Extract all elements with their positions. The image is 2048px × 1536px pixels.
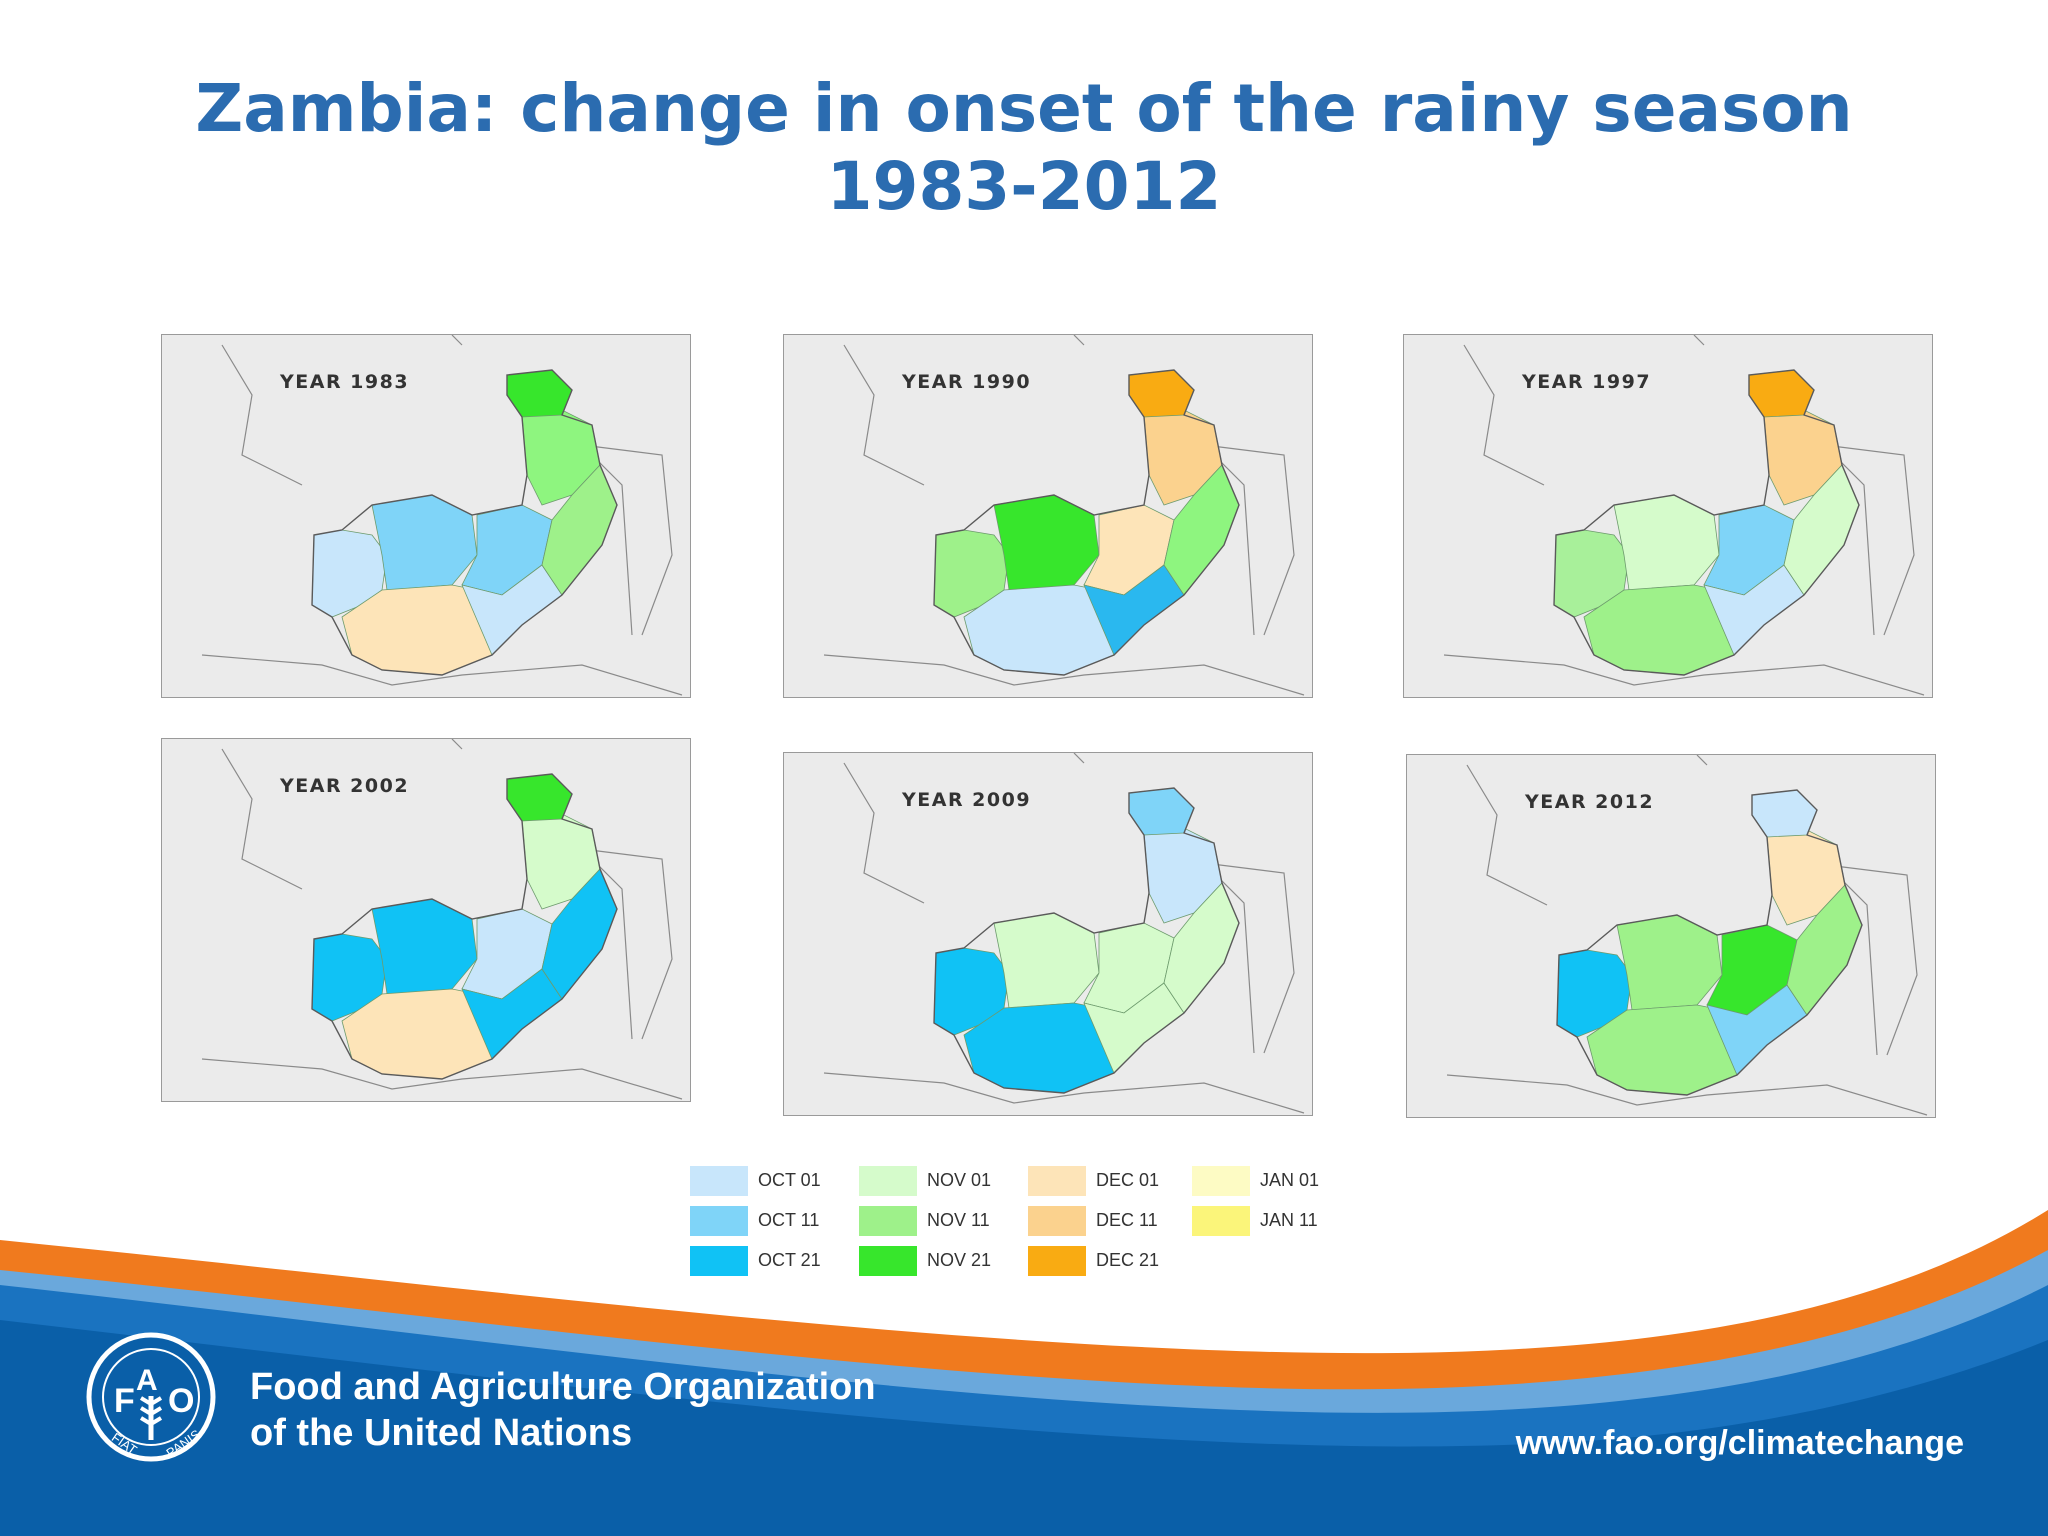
- neighbour-border: [843, 762, 925, 904]
- legend-swatch: [690, 1246, 748, 1276]
- neighbour-border: [1203, 862, 1295, 1054]
- neighbour-border: [581, 848, 673, 1040]
- logo-letter-a: A: [136, 1364, 158, 1397]
- zambia-map-2009: [823, 753, 1305, 1114]
- country-outline: [933, 787, 1240, 1094]
- logo-letter-f: F: [114, 1382, 135, 1420]
- neighbour-border: [843, 344, 925, 486]
- country-outline: [311, 369, 618, 676]
- map-year-label: YEAR 2009: [902, 789, 1032, 811]
- zambia-zones: [1553, 369, 1860, 676]
- legend-swatch: [1192, 1166, 1250, 1196]
- map-year-label: YEAR 1983: [280, 371, 410, 393]
- legend-swatch: [1028, 1166, 1086, 1196]
- legend-label: DEC 21: [1096, 1250, 1160, 1270]
- map-panel-1990: YEAR 1990: [783, 334, 1313, 698]
- map-panel-2002: YEAR 2002: [161, 738, 691, 1102]
- zambia-zones: [311, 369, 618, 676]
- map-year-label: YEAR 2002: [280, 775, 410, 797]
- zambia-zones: [311, 773, 618, 1080]
- page-title: Zambia: change in onset of the rainy sea…: [0, 70, 2048, 226]
- country-outline: [1556, 789, 1863, 1096]
- map-panel-1983: YEAR 1983: [161, 334, 691, 698]
- legend-swatch: [859, 1206, 917, 1236]
- legend-label: JAN 11: [1260, 1210, 1318, 1230]
- legend-label: JAN 01: [1260, 1170, 1320, 1190]
- title-line-1: Zambia: change in onset of the rainy sea…: [195, 70, 1853, 147]
- zambia-map-1983: [201, 335, 683, 696]
- map-year-label: YEAR 1997: [1522, 371, 1652, 393]
- neighbour-border: [1466, 764, 1548, 906]
- legend-label: DEC 11: [1096, 1210, 1158, 1230]
- legend-swatch: [859, 1166, 917, 1196]
- title-line-2: 1983-2012: [826, 148, 1222, 225]
- map-panel-2009: YEAR 2009: [783, 752, 1313, 1116]
- neighbour-border: [1446, 1074, 1928, 1116]
- neighbour-border: [221, 344, 303, 486]
- footer-wave: [0, 1210, 2048, 1536]
- fao-org-name: Food and Agriculture Organization of the…: [250, 1364, 876, 1456]
- zambia-map-1997: [1443, 335, 1925, 696]
- neighbour-border: [201, 1058, 683, 1100]
- neighbour-border: [1073, 753, 1085, 764]
- neighbour-border: [1826, 864, 1918, 1056]
- legend-label: NOV 21: [927, 1250, 992, 1270]
- legend-swatch: [859, 1246, 917, 1276]
- zambia-zones: [1556, 789, 1863, 1096]
- legend-label: OCT 21: [758, 1250, 821, 1270]
- neighbour-border: [823, 654, 1305, 696]
- legend-label: NOV 11: [927, 1210, 990, 1230]
- country-outline: [311, 773, 618, 1080]
- zambia-map-2002: [201, 739, 683, 1100]
- neighbour-border: [221, 748, 303, 890]
- neighbour-border: [581, 444, 673, 636]
- legend-label: DEC 01: [1096, 1170, 1160, 1190]
- zambia-zones: [933, 369, 1240, 676]
- neighbour-border: [1693, 335, 1705, 346]
- fao-logo: F A O FIAT PANIS: [86, 1332, 216, 1462]
- zambia-map-2012: [1446, 755, 1928, 1116]
- neighbour-border: [823, 1072, 1305, 1114]
- legend-label: OCT 01: [758, 1170, 821, 1190]
- legend-swatch: [1028, 1206, 1086, 1236]
- map-year-label: YEAR 2012: [1525, 791, 1655, 813]
- neighbour-border: [1203, 444, 1295, 636]
- neighbour-border: [1443, 654, 1925, 696]
- neighbour-border: [451, 335, 463, 346]
- neighbour-border: [1463, 344, 1545, 486]
- neighbour-border: [1073, 335, 1085, 346]
- neighbour-border: [1696, 755, 1708, 766]
- neighbour-border: [1823, 444, 1915, 636]
- fao-org-line-1: Food and Agriculture Organization: [250, 1366, 876, 1408]
- map-year-label: YEAR 1990: [902, 371, 1032, 393]
- zambia-map-1990: [823, 335, 1305, 696]
- legend-swatch: [1192, 1206, 1250, 1236]
- neighbour-border: [451, 739, 463, 750]
- legend-label: NOV 01: [927, 1170, 992, 1190]
- fao-url-link[interactable]: www.fao.org/climatechange: [1515, 1424, 1964, 1462]
- legend-label: OCT 11: [758, 1210, 820, 1230]
- country-outline: [933, 369, 1240, 676]
- neighbour-border: [201, 654, 683, 696]
- fao-org-line-2: of the United Nations: [250, 1412, 633, 1454]
- legend-swatch: [690, 1166, 748, 1196]
- map-legend: OCT 01 OCT 11 OCT 21 NOV 01 NOV 11 NOV 2…: [690, 1166, 1350, 1286]
- legend-swatch: [1028, 1246, 1086, 1276]
- map-panel-2012: YEAR 2012: [1406, 754, 1936, 1118]
- legend-swatch: [690, 1206, 748, 1236]
- map-panel-1997: YEAR 1997: [1403, 334, 1933, 698]
- logo-letter-o: O: [168, 1382, 194, 1420]
- country-outline: [1553, 369, 1860, 676]
- zambia-zones: [933, 787, 1240, 1094]
